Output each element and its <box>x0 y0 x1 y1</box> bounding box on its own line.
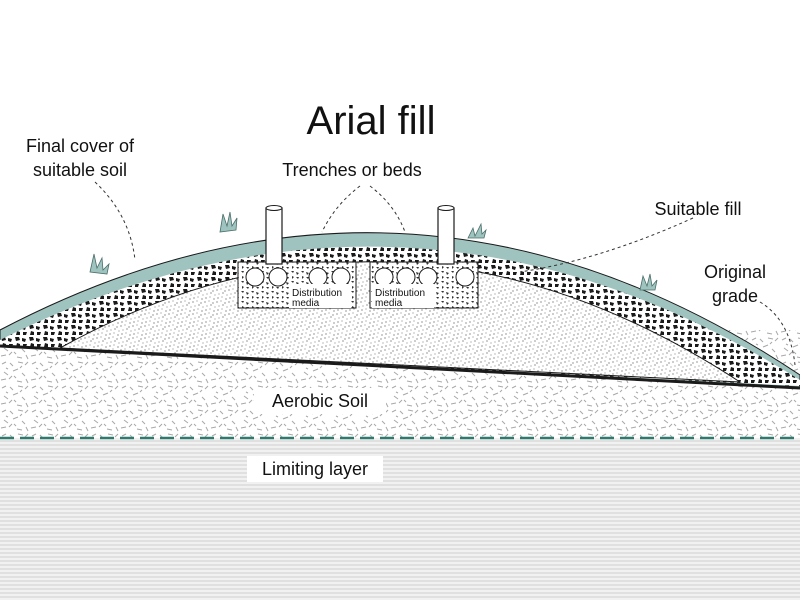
leader-lines <box>94 181 796 366</box>
label-limiting-layer: Limiting layer <box>262 459 368 479</box>
leader-original-grade <box>759 301 796 366</box>
original-grade-line <box>0 344 800 390</box>
leader-suitable-fill <box>519 217 694 273</box>
leader-final-cover <box>94 181 136 261</box>
label-distribution-media-right-1: Distribution <box>375 288 425 299</box>
diagram-title: Arial fill <box>307 99 436 143</box>
leader-trenches-left <box>321 185 361 233</box>
limiting-layer <box>0 438 800 600</box>
label-distribution-media-left-1: Distribution <box>292 288 342 299</box>
grass-tufts <box>89 211 658 291</box>
leader-trenches-right <box>369 185 406 233</box>
label-original-grade-line2: grade <box>712 286 758 306</box>
inspection-pipe-left <box>265 205 283 265</box>
label-final-cover-line1: Final cover of <box>26 136 135 156</box>
label-final-cover-line2: suitable soil <box>33 160 127 180</box>
label-original-grade-line1: Original <box>704 262 766 282</box>
aerobic-soil-label-bg <box>254 388 386 414</box>
label-distribution-media-left-2: media <box>292 298 320 309</box>
inspection-pipe-right <box>437 205 455 265</box>
trench-right <box>369 261 479 309</box>
label-suitable-fill: Suitable fill <box>654 199 741 219</box>
limiting-layer-label-bg <box>247 456 383 482</box>
trench-left <box>237 261 357 309</box>
label-distribution-media-right-2: media <box>375 298 403 309</box>
label-aerobic-soil: Aerobic Soil <box>272 391 368 411</box>
label-trenches-or-beds: Trenches or beds <box>282 160 421 180</box>
